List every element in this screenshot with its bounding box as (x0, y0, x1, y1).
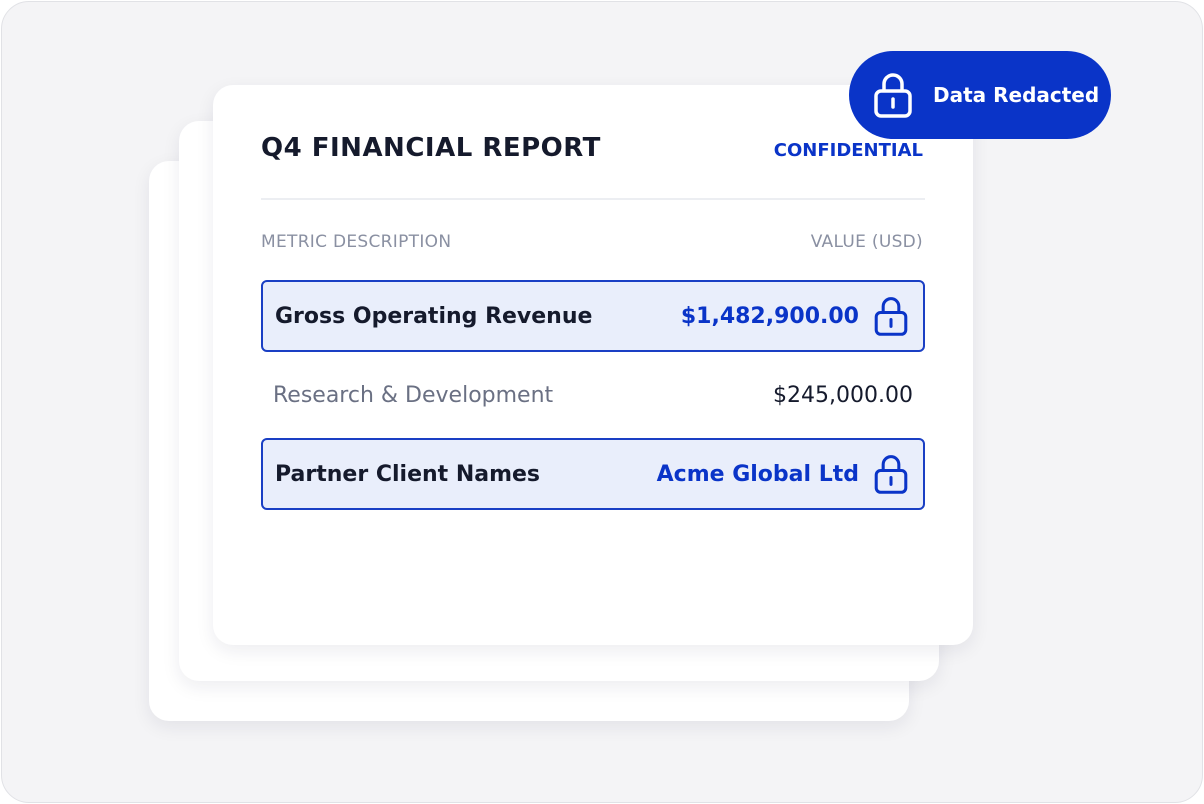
metric-value: Acme Global Ltd (656, 461, 859, 487)
divider (261, 198, 925, 200)
metric-value: $1,482,900.00 (680, 303, 859, 329)
metric-label: Gross Operating Revenue (275, 303, 593, 329)
table-row: Partner Client Names Acme Global Ltd (261, 438, 925, 510)
badge-text: Data Redacted (933, 83, 1100, 107)
lock-icon (874, 297, 908, 336)
redacted-badge: Data Redacted (849, 51, 1111, 139)
table-row: Gross Operating Revenue $1,482,900.00 (261, 280, 925, 352)
metric-label: Partner Client Names (275, 461, 541, 487)
column-header: METRIC DESCRIPTION (261, 232, 452, 252)
report-card: Q4 FINANCIAL REPORT CONFIDENTIAL METRIC … (213, 85, 973, 645)
lock-icon (874, 455, 908, 494)
confidential-tag: CONFIDENTIAL (773, 140, 923, 161)
table-row: Research & Development $245,000.00 (261, 359, 925, 431)
lock-icon (874, 73, 912, 118)
metric-value: $245,000.00 (773, 382, 913, 408)
column-header: VALUE (USD) (810, 232, 923, 252)
metric-label: Research & Development (273, 382, 554, 408)
card-title: Q4 FINANCIAL REPORT (261, 133, 601, 163)
